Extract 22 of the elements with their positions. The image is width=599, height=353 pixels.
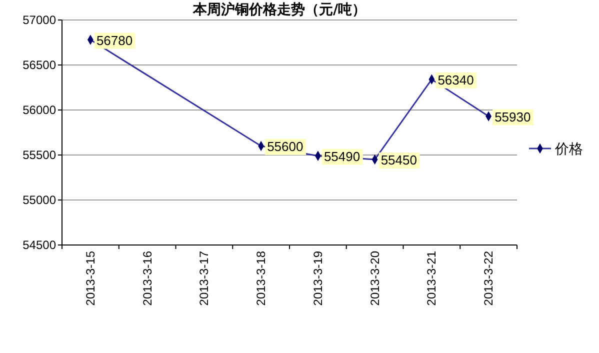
x-tick-label: 2013-3-22 xyxy=(482,250,496,306)
y-tick-label: 57000 xyxy=(22,13,56,27)
x-tick-label: 2013-3-19 xyxy=(310,250,325,306)
data-label: 55930 xyxy=(494,109,531,124)
x-tick-label: 2013-3-17 xyxy=(197,250,212,306)
x-tick-label: 2013-3-20 xyxy=(368,250,382,306)
data-label: 56340 xyxy=(438,72,474,88)
x-tick-label: 2013-3-15 xyxy=(83,250,98,306)
x-tick-label: 2013-3-16 xyxy=(140,250,154,306)
y-tick-label: 55000 xyxy=(22,193,56,207)
y-tick-label: 55500 xyxy=(22,148,56,162)
chart-title: 本周沪铜价格走势（元/吨） xyxy=(192,1,366,18)
data-label: 55600 xyxy=(267,139,304,154)
legend-label: 价格 xyxy=(554,142,583,158)
x-tick-label: 2013-3-21 xyxy=(424,250,439,306)
x-tick-label: 2013-3-18 xyxy=(254,250,268,306)
data-label: 55450 xyxy=(380,152,417,168)
y-tick-label: 54500 xyxy=(22,238,56,252)
y-tick-label: 56000 xyxy=(22,103,56,117)
y-tick-label: 56500 xyxy=(22,58,56,72)
data-label: 55490 xyxy=(324,148,360,164)
data-label: 56780 xyxy=(96,32,133,48)
